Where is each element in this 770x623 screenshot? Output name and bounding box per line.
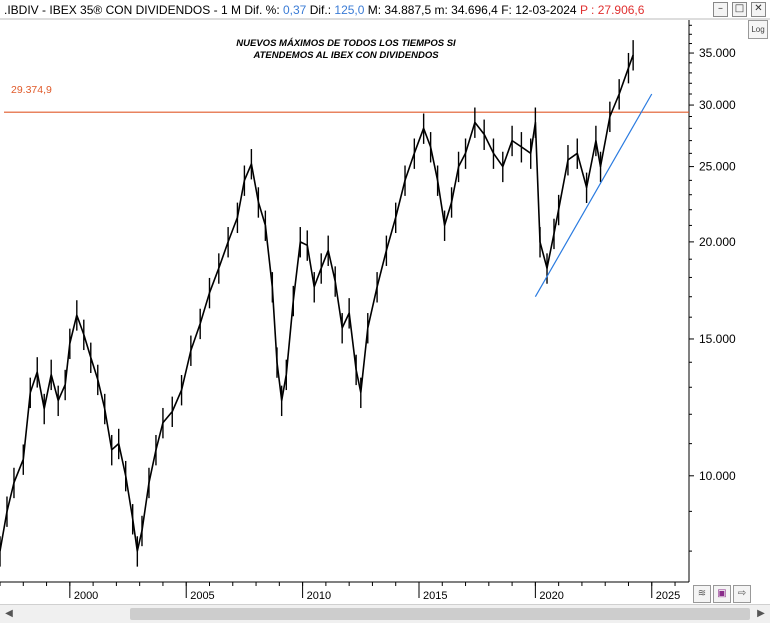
x-tick-label: 2020 <box>539 590 563 602</box>
instrument-name: IBEX 35® CON DIVIDENDOS <box>49 3 211 17</box>
maximize-icon[interactable]: □ <box>732 2 747 17</box>
trend-line <box>534 93 653 298</box>
period-label: 1 M <box>220 3 241 17</box>
log-scale-button[interactable]: Log <box>748 20 768 39</box>
y-tick-label: 10.000 <box>699 469 736 483</box>
close-icon[interactable]: ✕ <box>751 2 766 17</box>
date-label: F: 12-03-2024 <box>501 3 577 17</box>
dif-pct-value: 0,37 <box>283 3 307 17</box>
x-tick-label: 2025 <box>656 590 680 602</box>
y-tick-label: 30.000 <box>699 98 736 112</box>
x-tick-label: 2015 <box>423 590 447 602</box>
x-tick-label: 2010 <box>307 590 331 602</box>
x-tick-label: 2000 <box>74 590 98 602</box>
save-icon[interactable]: ▣ <box>713 585 731 603</box>
resistance-level-label: 29.374,9 <box>11 84 52 96</box>
minimize-icon[interactable]: – <box>713 2 728 17</box>
y-tick-label: 20.000 <box>699 235 736 249</box>
horizontal-scrollbar[interactable]: ◀ ▶ <box>0 604 770 623</box>
dif-pct-label: Dif. %: <box>244 3 280 17</box>
chart-annotation: NUEVOS MÁXIMOS DE TODOS LOS TIEMPOS SI A… <box>236 38 456 61</box>
x-tick-label: 2005 <box>190 590 214 602</box>
scroll-right-icon[interactable]: ▶ <box>757 608 765 619</box>
y-tick-label: 35.000 <box>699 46 736 60</box>
scrollbar-thumb[interactable] <box>130 608 750 620</box>
dif-value: 125,0 <box>334 3 365 17</box>
dif-label: Dif.: <box>309 3 332 17</box>
min-label: m: 34.696,4 <box>434 3 498 17</box>
wave-icon[interactable]: ≋ <box>693 585 711 603</box>
p-label: P : 27.906,6 <box>579 3 645 17</box>
corner-toolbar: ≋ ▣ ⇨ <box>693 585 751 603</box>
price-series-line <box>0 54 634 552</box>
max-label: M: 34.887,5 <box>367 3 432 17</box>
share-icon[interactable]: ⇨ <box>733 585 751 603</box>
y-tick-label: 15.000 <box>699 332 736 346</box>
window-buttons: – □ ✕ <box>713 2 766 17</box>
symbol-code: .IBDIV <box>4 3 39 17</box>
chart-header: .IBDIV - IBEX 35® CON DIVIDENDOS - 1 M D… <box>4 3 645 17</box>
scroll-left-icon[interactable]: ◀ <box>5 608 13 619</box>
y-tick-label: 25.000 <box>699 160 736 174</box>
